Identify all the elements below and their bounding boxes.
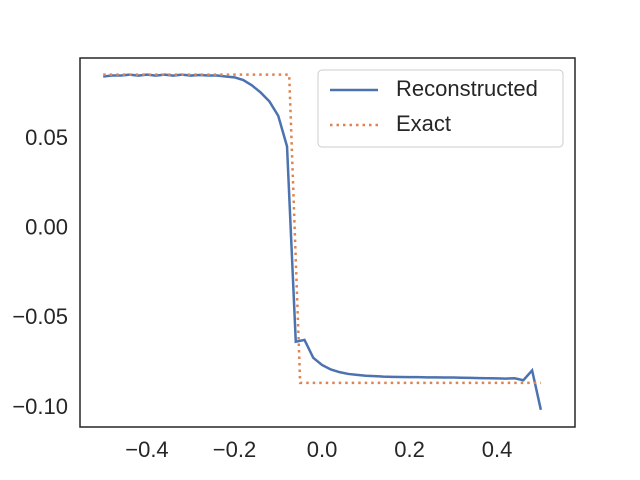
y-tick-label: −0.10 bbox=[12, 394, 68, 419]
legend-label: Exact bbox=[396, 111, 451, 136]
x-tick-label: 0.0 bbox=[307, 437, 338, 462]
x-tick-label: −0.4 bbox=[125, 437, 168, 462]
y-tick-label: 0.05 bbox=[25, 125, 68, 150]
series-line bbox=[103, 73, 541, 385]
plot-frame bbox=[79, 57, 576, 428]
legend-box bbox=[317, 69, 564, 148]
legend-label: Reconstructed bbox=[396, 76, 538, 101]
x-tick-label: −0.2 bbox=[213, 437, 256, 462]
x-tick-label: 0.4 bbox=[482, 437, 513, 462]
y-tick-label: −0.05 bbox=[12, 304, 68, 329]
y-tick-label: 0.00 bbox=[25, 215, 68, 240]
x-tick-label: 0.2 bbox=[394, 437, 425, 462]
